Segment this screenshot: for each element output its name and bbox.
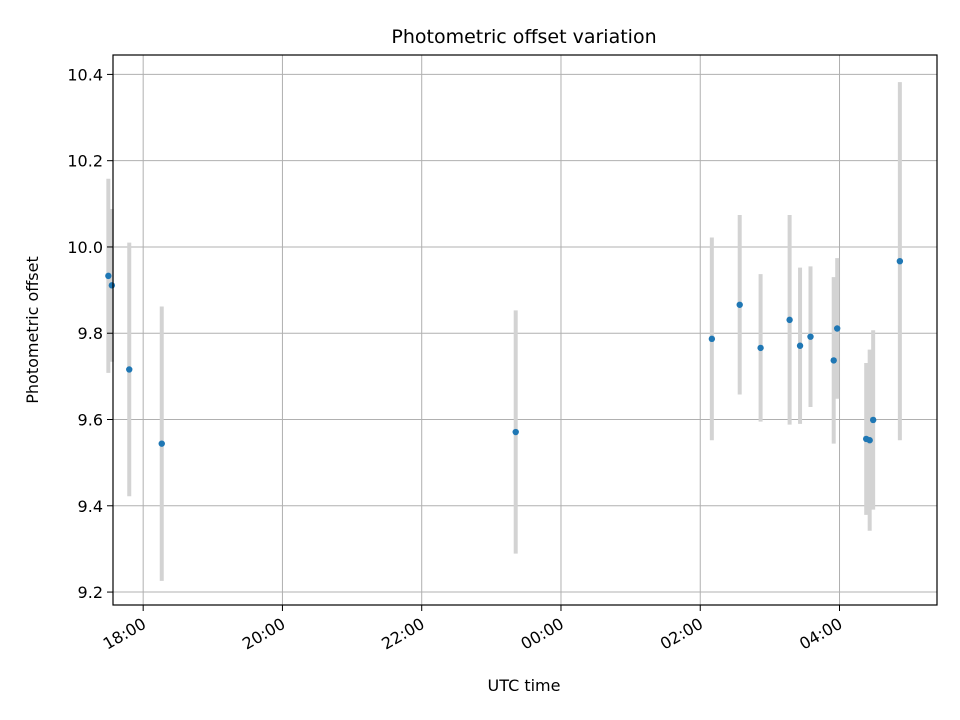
x-axis-label: UTC time: [488, 676, 561, 695]
data-point: [126, 366, 133, 373]
data-point: [158, 440, 165, 447]
data-point: [512, 428, 519, 436]
y-axis: 9.2 9.4 9.6 9.8 10.0 10.2 10.4: [67, 65, 113, 602]
data-point: [708, 335, 716, 343]
y-tick-label: 9.2: [78, 583, 103, 602]
chart-title: Photometric offset variation: [391, 26, 656, 48]
data-point: [833, 325, 841, 332]
y-tick-label: 10.0: [67, 238, 103, 257]
data-points: [105, 257, 904, 447]
y-axis-label: Photometric offset: [23, 256, 42, 404]
data-point: [866, 437, 873, 444]
data-point: [108, 282, 116, 289]
y-tick-label: 10.4: [67, 65, 103, 84]
data-point: [757, 344, 764, 352]
data-point: [786, 316, 793, 324]
data-point: [807, 333, 814, 340]
y-tick-label: 9.4: [78, 497, 103, 516]
data-point: [830, 357, 837, 364]
data-point: [105, 272, 112, 280]
y-tick-label: 9.6: [78, 411, 103, 430]
data-point: [796, 342, 804, 349]
y-tick-label: 10.2: [67, 152, 103, 171]
y-tick-label: 9.8: [78, 324, 103, 343]
plot-frame: [112, 54, 938, 606]
data-point: [869, 416, 877, 424]
data-point: [736, 301, 743, 308]
data-point: [896, 257, 904, 265]
